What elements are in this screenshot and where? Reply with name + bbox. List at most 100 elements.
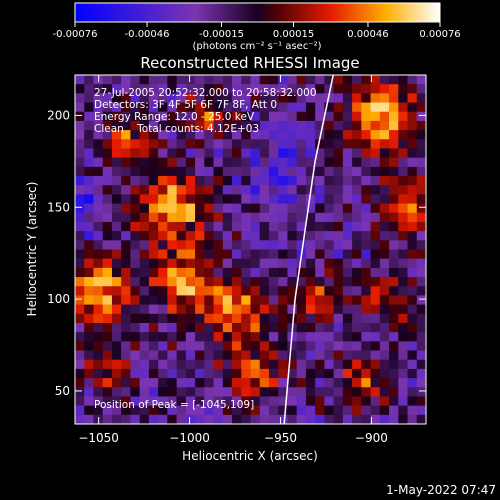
- heatmap-cell: [139, 332, 150, 342]
- heatmap-cell: [204, 322, 214, 333]
- heatmap-cell: [333, 387, 344, 397]
- heatmap-cell: [268, 267, 279, 278]
- heatmap-cell: [241, 139, 251, 149]
- heatmap-cell: [333, 157, 344, 168]
- heatmap-cell: [111, 258, 122, 269]
- heatmap-cell: [324, 212, 335, 223]
- heatmap-cell: [232, 185, 242, 195]
- heatmap-cell: [176, 212, 187, 223]
- heatmap-cell: [111, 396, 122, 407]
- heatmap-cell: [407, 212, 418, 223]
- heatmap-cell: [232, 313, 242, 324]
- heatmap-cell: [407, 304, 418, 315]
- heatmap-cell: [296, 277, 307, 287]
- heatmap-cell: [389, 185, 399, 195]
- heatmap-cell: [158, 322, 168, 333]
- heatmap-cell: [158, 75, 168, 85]
- heatmap-cell: [84, 387, 94, 397]
- heatmap-cell: [259, 185, 270, 195]
- heatmap-cell: [315, 185, 325, 195]
- heatmap-cell: [241, 102, 251, 113]
- heatmap-cell: [324, 194, 335, 204]
- heatmap-cell: [102, 102, 113, 113]
- heatmap-cell: [379, 378, 390, 388]
- heatmap-cell: [130, 313, 141, 324]
- heatmap-cell: [139, 350, 150, 361]
- heatmap-cell: [324, 93, 335, 103]
- heatmap-cell: [241, 322, 251, 333]
- heatmap-cell: [287, 414, 298, 424]
- heatmap-cell: [250, 212, 261, 223]
- heatmap-cell: [111, 240, 122, 250]
- heatmap-cell: [204, 240, 214, 250]
- heatmap-cell: [232, 396, 242, 407]
- heatmap-cell: [342, 359, 353, 370]
- heatmap-cell: [93, 176, 104, 186]
- heatmap-cell: [361, 258, 371, 269]
- heatmap-cell: [416, 277, 426, 287]
- heatmap-cell: [121, 120, 131, 131]
- heatmap-cell: [102, 258, 113, 269]
- heatmap-cell: [352, 93, 362, 103]
- heatmap-cell: [296, 359, 307, 370]
- heatmap-cell: [84, 157, 94, 168]
- heatmap-cell: [93, 111, 104, 122]
- heatmap-cell: [407, 313, 418, 324]
- heatmap-cell: [176, 304, 187, 315]
- heatmap-cell: [370, 166, 381, 177]
- heatmap-cell: [407, 322, 418, 333]
- heatmap-cell: [93, 322, 104, 333]
- heatmap-cell: [324, 240, 335, 250]
- heatmap-cell: [379, 258, 390, 269]
- heatmap-cell: [241, 185, 251, 195]
- heatmap-cell: [222, 111, 233, 122]
- heatmap-cell: [84, 240, 94, 250]
- heatmap-cell: [213, 75, 224, 85]
- heatmap-cell: [407, 130, 418, 140]
- heatmap-cell: [84, 120, 94, 131]
- heatmap-cell: [102, 368, 113, 379]
- heatmap-cell: [250, 249, 261, 260]
- heatmap-cell: [111, 185, 122, 195]
- heatmap-cell: [370, 332, 381, 342]
- annotation-clean-counts: Clean Total counts: 4.12E+03: [94, 123, 259, 135]
- heatmap-cell: [315, 157, 325, 168]
- heatmap-cell: [213, 194, 224, 204]
- heatmap-cell: [416, 84, 426, 94]
- heatmap-cell: [139, 341, 150, 351]
- heatmap-cell: [222, 102, 233, 113]
- heatmap-cell: [158, 231, 168, 241]
- heatmap-cell: [342, 139, 353, 149]
- heatmap-cell: [75, 157, 85, 168]
- heatmap-cell: [158, 240, 168, 250]
- heatmap-cell: [416, 203, 426, 214]
- heatmap-cell: [93, 166, 104, 177]
- heatmap-cell: [213, 378, 224, 388]
- heatmap-cell: [315, 304, 325, 315]
- heatmap-cell: [121, 258, 131, 269]
- heatmap-cell: [130, 405, 141, 416]
- heatmap-cell: [250, 313, 261, 324]
- heatmap-cell: [407, 148, 418, 159]
- heatmap-cell: [158, 368, 168, 379]
- heatmap-cell: [305, 240, 316, 250]
- heatmap-cell: [268, 212, 279, 223]
- heatmap-cell: [139, 387, 150, 397]
- heatmap-cell: [379, 194, 390, 204]
- heatmap-cell: [333, 102, 344, 113]
- heatmap-cell: [324, 221, 335, 232]
- heatmap-cell: [241, 396, 251, 407]
- heatmap-cell: [250, 120, 261, 131]
- heatmap-cell: [222, 93, 233, 103]
- heatmap-cell: [398, 148, 408, 159]
- heatmap-cell: [315, 341, 325, 351]
- heatmap-cell: [361, 304, 371, 315]
- heatmap-cell: [315, 378, 325, 388]
- heatmap-cell: [333, 93, 344, 103]
- heatmap-cell: [379, 341, 390, 351]
- heatmap-cell: [361, 194, 371, 204]
- heatmap-cell: [398, 378, 408, 388]
- heatmap-cell: [167, 203, 178, 214]
- heatmap-cell: [407, 102, 418, 113]
